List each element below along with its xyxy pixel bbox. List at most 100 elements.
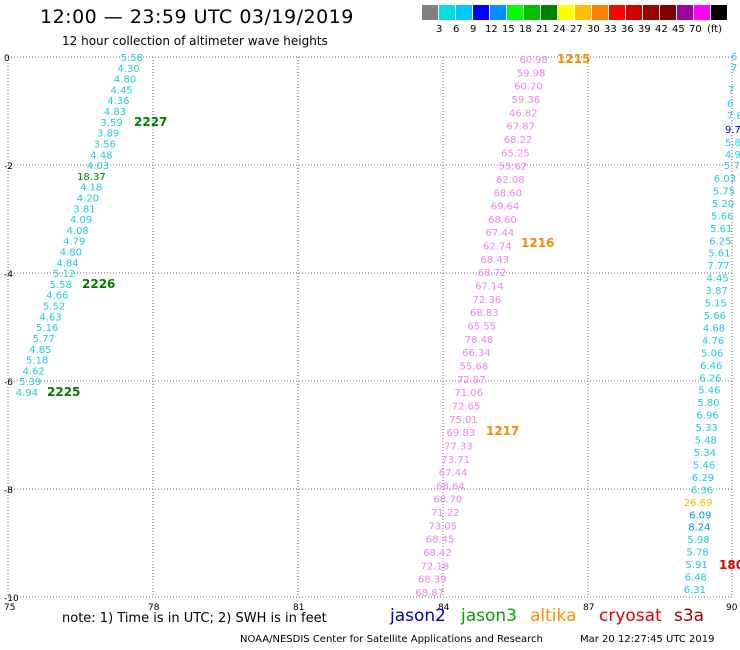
track-label-2226: 2226 bbox=[82, 277, 115, 291]
track-label-1217: 1217 bbox=[486, 424, 519, 438]
wave-height-value: 5.66 bbox=[711, 211, 733, 222]
scale-swatch bbox=[439, 5, 455, 20]
y-tick-label: -2 bbox=[4, 162, 13, 172]
map-title: 12:00 — 23:59 UTC 03/19/2019 bbox=[40, 6, 354, 28]
wave-height-value: 7.77 bbox=[707, 261, 729, 272]
wave-height-value: 5.61 bbox=[708, 249, 730, 260]
wave-height-value: 4.80 bbox=[114, 75, 136, 86]
track-label-1216: 1216 bbox=[521, 236, 554, 250]
wave-height-value: 4.30 bbox=[117, 64, 139, 75]
scale-label: 18 bbox=[519, 24, 532, 35]
wave-height-value: 68.22 bbox=[504, 135, 533, 146]
scale-swatch bbox=[490, 5, 506, 20]
legend-jason2: jason2 bbox=[390, 606, 446, 626]
scale-swatch bbox=[524, 5, 540, 20]
wave-height-value: 72.18 bbox=[421, 561, 450, 572]
wave-height-value: 6.03 bbox=[714, 174, 736, 185]
wave-height-value: 67.44 bbox=[439, 468, 468, 479]
wave-height-value: 71.22 bbox=[431, 508, 460, 519]
x-tick-label: 78 bbox=[148, 603, 160, 613]
wave-height-value: 69.64 bbox=[491, 202, 520, 213]
x-tick-label: 81 bbox=[293, 603, 304, 613]
wave-height-value: 5.15 bbox=[705, 299, 727, 310]
wave-height-value: 5.18 bbox=[26, 356, 48, 367]
wave-height-value: 3.59 bbox=[100, 118, 122, 129]
wave-height-value: 59.36 bbox=[512, 95, 541, 106]
wave-height-value: 4.76 bbox=[702, 336, 724, 347]
scale-swatch bbox=[558, 5, 574, 20]
wave-height-value: 4.03 bbox=[87, 161, 109, 172]
wave-height-value: 4.18 bbox=[80, 183, 102, 194]
scale-swatch bbox=[456, 5, 472, 20]
scale-swatch bbox=[711, 5, 727, 20]
wave-height-value: 4.20 bbox=[77, 194, 99, 205]
scale-swatch bbox=[694, 5, 710, 20]
wave-height-value: 6.46 bbox=[700, 361, 722, 372]
wave-height-value: 62.74 bbox=[483, 242, 512, 253]
wave-height-value: 62.08 bbox=[496, 175, 525, 186]
wave-height-value: 5.91 bbox=[686, 560, 708, 571]
wave-height-value: 75.01 bbox=[449, 415, 478, 426]
wave-height-value: 4.09 bbox=[70, 215, 92, 226]
wave-height-value: 60.98 bbox=[519, 55, 548, 66]
wave-height-value: 68.87 bbox=[415, 588, 444, 599]
wave-height-value: 6.48 bbox=[685, 573, 707, 584]
scale-swatch bbox=[643, 5, 659, 20]
wave-height-value: 66.34 bbox=[462, 348, 491, 359]
wave-height-value: 5.46 bbox=[698, 386, 720, 397]
wave-height-value: 5.34 bbox=[694, 448, 716, 459]
scale-label: 9 bbox=[470, 24, 477, 35]
wave-height-value: 5.78 bbox=[686, 548, 708, 559]
wave-height-value: 68.39 bbox=[418, 575, 447, 586]
wave-height-value: 68.60 bbox=[493, 188, 522, 199]
wave-height-value: 5.58 bbox=[121, 53, 143, 64]
scale-label: 39 bbox=[638, 24, 651, 35]
scale-label: 30 bbox=[587, 24, 600, 35]
wave-height-value: 4.85 bbox=[29, 345, 51, 356]
edge-value: 5.7 bbox=[724, 161, 740, 172]
wave-height-value: 5.52 bbox=[43, 302, 65, 313]
legend-cryosat: cryosat bbox=[599, 606, 662, 626]
wave-height-value: 5.06 bbox=[701, 348, 723, 359]
track-label-2225: 2225 bbox=[47, 385, 80, 399]
wave-height-value: 65.25 bbox=[501, 148, 530, 159]
wave-height-value: 6.31 bbox=[684, 585, 706, 596]
edge-value: 7 bbox=[728, 85, 734, 96]
wave-height-value: 77.33 bbox=[444, 441, 473, 452]
y-tick-label: -10 bbox=[4, 594, 19, 604]
wave-height-value: 72.65 bbox=[452, 401, 481, 412]
wave-height-value: 6.29 bbox=[692, 473, 714, 484]
wave-height-value: 4.84 bbox=[56, 258, 78, 269]
wave-height-value: 5.12 bbox=[53, 269, 75, 280]
scale-label: 27 bbox=[570, 24, 583, 35]
wave-height-value: 4.83 bbox=[104, 107, 126, 118]
wave-height-value: 73.05 bbox=[428, 521, 457, 532]
x-tick-label: 84 bbox=[438, 603, 450, 613]
wave-height-value: 73.71 bbox=[441, 455, 470, 466]
wave-height-value: 4.08 bbox=[67, 226, 89, 237]
map-grid bbox=[7, 56, 733, 598]
x-tick-label: 90 bbox=[726, 603, 738, 613]
wave-height-value: 68.60 bbox=[488, 215, 517, 226]
wave-height-value: 5.80 bbox=[697, 398, 719, 409]
wave-height-value: 5.33 bbox=[696, 423, 718, 434]
wave-height-value: 5.46 bbox=[693, 461, 715, 472]
wave-height-value: 67.14 bbox=[475, 282, 504, 293]
wave-height-value: 18.37 bbox=[77, 172, 106, 183]
scale-swatch bbox=[541, 5, 557, 20]
wave-height-value: 55.68 bbox=[460, 362, 489, 373]
wave-height-value: 55.62 bbox=[499, 162, 528, 173]
track-label-180: 180 bbox=[719, 558, 740, 572]
scale-label: 12 bbox=[485, 24, 498, 35]
wave-height-value: 5.77 bbox=[33, 334, 55, 345]
scale-label: 15 bbox=[502, 24, 515, 35]
credit-text: NOAA/NESDIS Center for Satellite Applica… bbox=[240, 634, 543, 645]
wave-height-value: 5.20 bbox=[712, 199, 734, 210]
scale-swatch bbox=[626, 5, 642, 20]
wave-height-value: 4.45 bbox=[111, 85, 133, 96]
wave-height-value: 6.36 bbox=[691, 485, 713, 496]
scale-label: 45 bbox=[672, 24, 685, 35]
wave-height-value: 4.80 bbox=[60, 248, 82, 259]
edge-value: 4.9 bbox=[725, 150, 740, 161]
wave-height-value: 4.79 bbox=[63, 237, 85, 248]
